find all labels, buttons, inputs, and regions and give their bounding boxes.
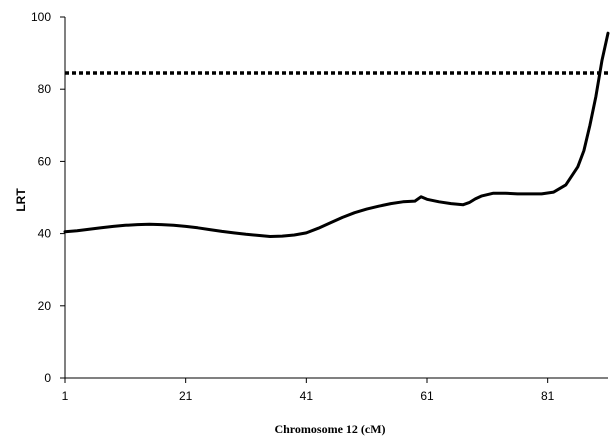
x-tick-label: 1 [62, 389, 69, 403]
y-tick-label: 20 [38, 299, 52, 313]
y-axis-ticks: 0 20 40 60 80 100 [31, 10, 65, 385]
x-tick-label: 61 [420, 389, 434, 403]
series-line-lrt [63, 31, 610, 238]
x-tick-label: 41 [300, 389, 314, 403]
y-tick-label: 100 [31, 10, 51, 24]
x-tick-label: 21 [179, 389, 193, 403]
x-axis-label: Chromosome 12 (cM) [274, 422, 385, 436]
y-axis-label: LRT [14, 188, 28, 212]
y-tick-label: 40 [38, 227, 52, 241]
y-tick-label: 80 [38, 82, 52, 96]
y-tick-label: 0 [44, 371, 51, 385]
y-tick-label: 60 [38, 154, 52, 168]
x-tick-label: 81 [541, 389, 555, 403]
x-axis-ticks: 1 21 41 61 81 [62, 378, 555, 403]
